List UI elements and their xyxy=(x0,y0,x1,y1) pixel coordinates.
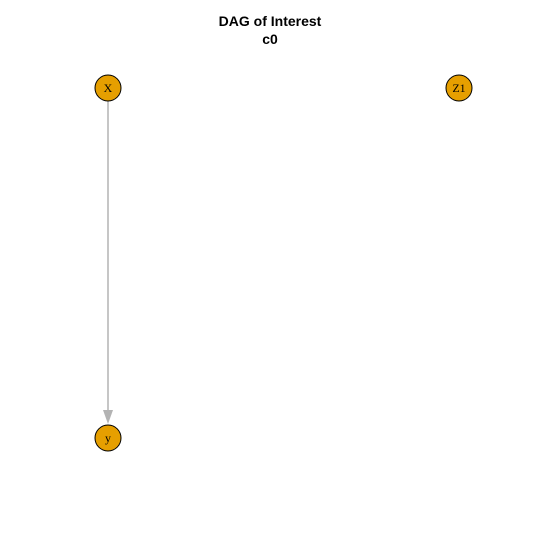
node-x[interactable]: X xyxy=(94,74,122,102)
edge-x-to-y-arrowhead xyxy=(103,410,113,424)
node-y-circle xyxy=(94,424,122,452)
node-x-circle xyxy=(94,74,122,102)
node-z1-label: Z1 xyxy=(452,81,465,95)
node-y[interactable]: y xyxy=(94,424,122,452)
node-z1-circle xyxy=(445,74,473,102)
edges-layer xyxy=(103,101,113,424)
node-z1[interactable]: Z1 xyxy=(445,74,473,102)
plot-title-block: DAG of Interest c0 xyxy=(0,12,540,48)
plot-title: DAG of Interest xyxy=(218,13,322,29)
nodes-layer: X Z1 y xyxy=(94,74,473,452)
node-x-label: X xyxy=(104,81,113,95)
plot-subtitle: c0 xyxy=(262,31,278,47)
node-y-label: y xyxy=(105,431,111,445)
